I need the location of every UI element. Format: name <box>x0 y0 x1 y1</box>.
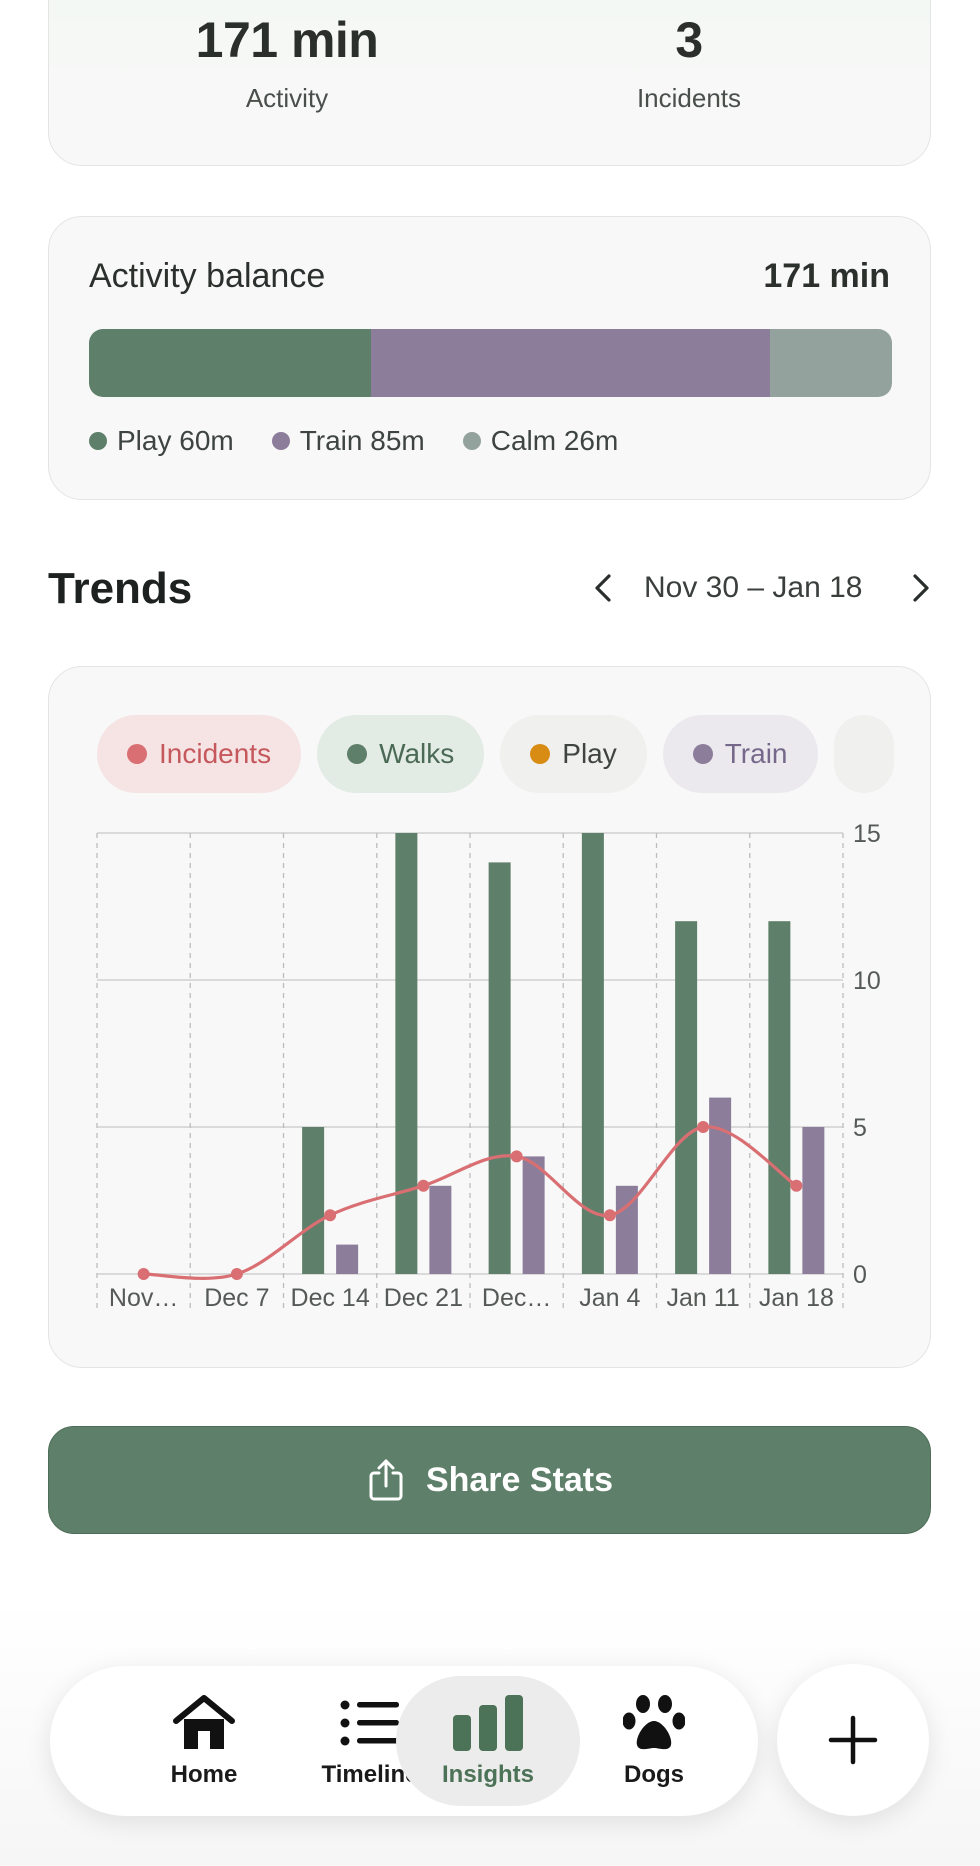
x-tick-label: Jan 4 <box>579 1284 640 1312</box>
activity-balance-title: Activity balance <box>89 257 326 295</box>
activity-stat: 171 min Activity <box>137 11 437 114</box>
x-tick-label: Dec… <box>482 1284 551 1312</box>
legend-dot-icon <box>271 432 290 450</box>
chip-incidents[interactable]: Incidents <box>97 715 302 793</box>
chip-dot-icon <box>530 744 551 764</box>
x-tick-label: Dec 14 <box>291 1284 370 1312</box>
bar-walks <box>581 833 604 1274</box>
incidents-point <box>697 1121 710 1133</box>
activity-value: 171 min <box>195 12 379 68</box>
balance-legend-label: Train 85m <box>299 425 425 456</box>
nav-home[interactable]: Home <box>114 1676 294 1806</box>
balance-legend-item: Train 85m <box>271 425 425 457</box>
x-tick-label: Nov… <box>109 1284 178 1312</box>
balance-segment <box>370 329 770 397</box>
nav-insights[interactable]: Insights <box>396 1676 580 1806</box>
incidents-label: Incidents <box>636 83 742 113</box>
chip-label: Train <box>724 738 788 769</box>
bar-walks <box>395 833 418 1274</box>
activity-balance-card: Activity balance 171 min Play 60m Train 8… <box>48 216 931 500</box>
balance-legend-label: Play 60m <box>117 425 234 456</box>
balance-legend-item: Play 60m <box>89 425 234 457</box>
incidents-value: 3 <box>675 12 703 68</box>
nav-dogs[interactable]: Dogs <box>564 1676 744 1806</box>
house-icon <box>173 1695 235 1749</box>
incidents-stat: 3 Incidents <box>539 11 839 114</box>
balance-segment <box>769 329 892 397</box>
bar-train <box>709 1097 732 1274</box>
add-button[interactable] <box>777 1664 929 1816</box>
chip-label: Walks <box>379 738 455 769</box>
bar-train <box>615 1185 638 1274</box>
summary-card: 171 min Activity 3 Incidents <box>48 0 931 166</box>
previous-range-button[interactable] <box>588 568 618 608</box>
y-tick-label: 0 <box>853 1261 867 1289</box>
incidents-point <box>417 1179 430 1192</box>
bar-walks <box>488 862 511 1274</box>
incidents-point <box>230 1268 243 1280</box>
trends-chart: 0 5 10 15 Nov… Dec 7 Dec 14 Dec 21 Dec… Jan 4 Jan … <box>96 820 881 1312</box>
y-tick-label: 10 <box>853 967 881 995</box>
bar-walks <box>302 1127 325 1274</box>
bar-train <box>802 1127 825 1274</box>
nav-insights-label: Insights <box>441 1761 534 1788</box>
plus-icon <box>828 1715 878 1765</box>
bar-walks <box>768 921 791 1274</box>
x-tick-label: Jan 18 <box>759 1284 834 1312</box>
chip-play[interactable]: Play <box>500 715 647 793</box>
balance-segment <box>89 329 371 397</box>
balance-legend-label: Calm 26m <box>490 425 619 456</box>
chip-dot-icon <box>347 744 368 764</box>
list-icon <box>340 1700 399 1746</box>
incidents-point <box>790 1179 803 1192</box>
chip-dot-icon <box>127 744 147 764</box>
chevron-left-icon <box>595 574 611 602</box>
share-stats-label: Share Stats <box>425 1460 614 1499</box>
activity-balance-legend: Play 60m Train 85m Calm 26m <box>89 425 618 457</box>
x-tick-label: Dec 7 <box>204 1284 269 1312</box>
chevron-right-icon <box>913 574 929 602</box>
x-tick-label: Jan 11 <box>667 1284 740 1312</box>
next-range-button[interactable] <box>906 568 936 608</box>
incidents-point <box>510 1150 523 1163</box>
bar-chart-icon <box>453 1695 523 1751</box>
activity-label: Activity <box>245 83 329 113</box>
activity-balance-total: 171 min <box>763 257 890 295</box>
nav-dogs-label: Dogs <box>624 1761 684 1788</box>
bar-train <box>336 1244 359 1274</box>
bottom-nav: Home Timeline Insights <box>50 1666 758 1816</box>
chip-label: Incidents <box>159 738 272 769</box>
activity-balance-bar <box>89 329 892 397</box>
bar-train <box>522 1156 545 1274</box>
incidents-point <box>324 1209 337 1222</box>
x-tick-label: Dec 21 <box>384 1284 463 1312</box>
balance-legend-item: Calm 26m <box>462 425 619 457</box>
y-tick-label: 5 <box>853 1114 867 1142</box>
y-tick-label: 15 <box>853 820 881 848</box>
bar-walks <box>675 921 698 1274</box>
share-icon <box>369 1459 403 1501</box>
trends-title: Trends <box>48 564 193 613</box>
chip-walks[interactable]: Walks <box>317 715 485 793</box>
bar-train <box>429 1185 452 1274</box>
series-filter-chips: Incidents Walks Play Train <box>97 715 930 795</box>
chip-more[interactable] <box>833 715 894 793</box>
legend-dot-icon <box>462 432 481 450</box>
chip-dot-icon <box>692 744 713 764</box>
legend-dot-icon <box>89 432 107 450</box>
chip-label: Play <box>562 738 617 769</box>
share-stats-button[interactable]: Share Stats <box>48 1426 931 1534</box>
paw-icon <box>623 1695 685 1750</box>
incidents-point <box>603 1209 616 1222</box>
incidents-point <box>137 1268 150 1280</box>
chip-train[interactable]: Train <box>662 715 818 793</box>
date-range-label: Nov 30 – Jan 18 <box>644 571 863 604</box>
nav-home-label: Home <box>170 1761 238 1788</box>
trends-chart-card: Incidents Walks Play Train 0 5 10 15 Nov… Dec 7 D… <box>48 666 931 1368</box>
